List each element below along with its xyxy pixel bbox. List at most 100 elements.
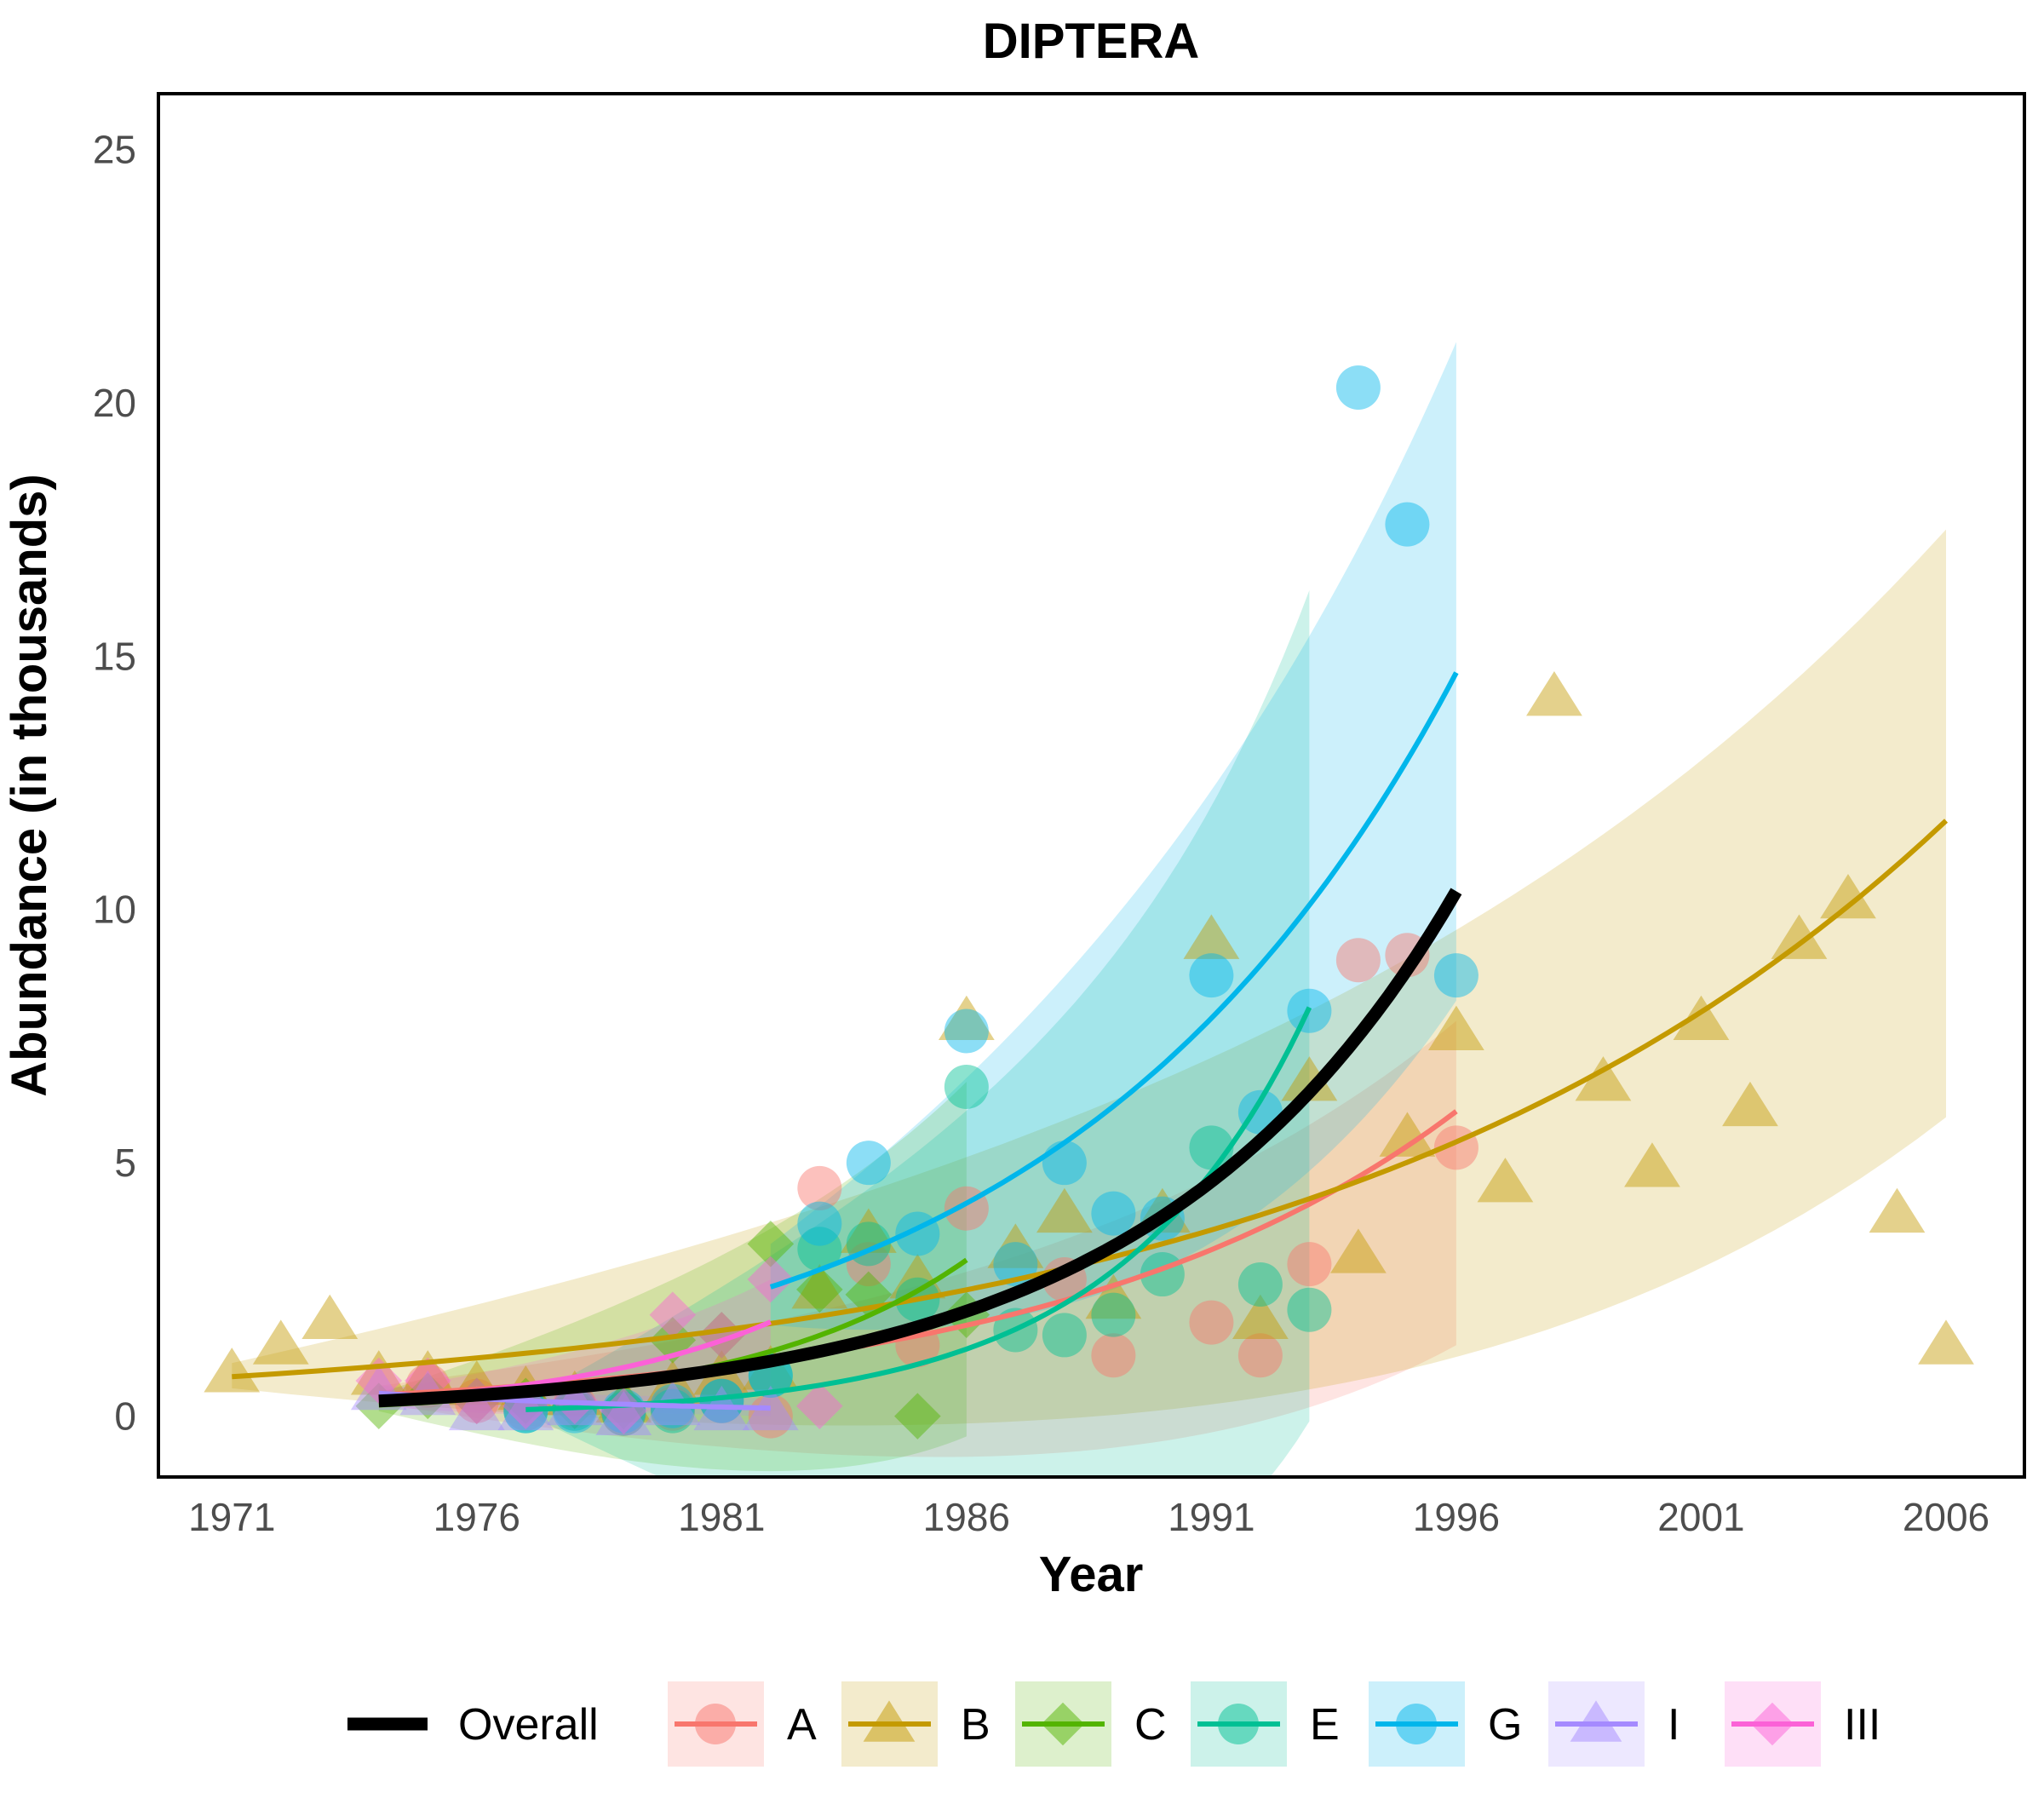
x-tick-label: 1976	[433, 1495, 520, 1539]
point-a-1993	[1287, 1242, 1332, 1287]
legend-key-marker-c	[1041, 1702, 1085, 1746]
point-b-1986	[938, 995, 995, 1041]
band-b	[232, 529, 1946, 1426]
point-iii-1982	[747, 1256, 795, 1303]
point-b-2003	[1771, 914, 1828, 959]
y-axis-ticks: 0 5 10 15 20 25	[93, 127, 136, 1438]
point-e-1992	[1237, 1261, 1283, 1307]
y-tick-label: 0	[114, 1394, 136, 1439]
point-c-1982	[747, 1221, 795, 1267]
point-i-1979	[595, 1390, 652, 1436]
point-b-1991	[1183, 914, 1240, 959]
point-b-1974	[350, 1350, 407, 1395]
point-b-1985	[889, 1254, 946, 1299]
point-b-1987	[987, 1223, 1044, 1268]
legend-key-marker-g	[1396, 1704, 1437, 1744]
point-a-1981	[699, 1378, 744, 1423]
point-b-1993	[1281, 1056, 1338, 1101]
point-g-1986	[944, 1009, 989, 1054]
legend-label-iii: III	[1844, 1700, 1880, 1750]
x-axis-title: Year	[1039, 1547, 1144, 1602]
legend-key-marker-i	[1570, 1700, 1622, 1742]
band-a	[378, 1020, 1456, 1457]
legend-item-iii: III	[1725, 1681, 1880, 1767]
point-g-1995	[1385, 502, 1430, 547]
point-e-1981	[699, 1378, 744, 1423]
x-tick-label: 2001	[1657, 1495, 1744, 1539]
legend-key-marker-iii	[1750, 1702, 1794, 1746]
fit-line-overall	[378, 888, 1462, 1408]
point-a-1982	[748, 1394, 793, 1439]
point-g-1994	[1335, 365, 1381, 411]
legend-key-marker-b	[863, 1700, 916, 1742]
point-g-1989	[1091, 1191, 1136, 1236]
chart-title: DIPTERA	[983, 14, 1200, 69]
legend-key-marker-e	[1218, 1704, 1259, 1744]
point-g-1981	[699, 1378, 744, 1423]
point-b-1979	[595, 1377, 652, 1423]
point-b-1998	[1526, 670, 1582, 716]
legend-item-b: B	[841, 1681, 990, 1767]
point-c-1983	[796, 1266, 843, 1313]
point-a-1991	[1189, 1300, 1234, 1345]
point-b-2004	[1820, 873, 1876, 919]
point-iii-1980	[649, 1291, 697, 1338]
legend-label-i: I	[1668, 1700, 1679, 1750]
legend-item-c: C	[1015, 1681, 1167, 1767]
point-iii-1983	[796, 1382, 843, 1430]
band-g	[770, 342, 1456, 1330]
point-b-2001	[1673, 995, 1730, 1041]
x-tick-label: 1971	[188, 1495, 275, 1539]
point-g-1996	[1433, 953, 1478, 998]
legend-item-a: A	[668, 1681, 817, 1767]
y-axis-title: Abundance (in thousands)	[2, 474, 57, 1096]
fit-line-g	[769, 671, 1459, 1290]
x-tick-label: 2006	[1903, 1495, 1989, 1539]
y-tick-label: 20	[93, 381, 136, 425]
legend-item-e: E	[1191, 1681, 1340, 1767]
point-b-1989	[1085, 1273, 1142, 1319]
legend-label-g: G	[1488, 1700, 1522, 1750]
point-b-1992	[1232, 1294, 1289, 1340]
y-tick-label: 25	[93, 127, 136, 171]
x-axis-ticks: 1971 1976 1981 1986 1991 1996 2001 2006	[188, 1495, 1989, 1539]
point-b-1999	[1575, 1056, 1632, 1101]
point-g-1983	[797, 1201, 842, 1246]
point-e-1988	[1042, 1313, 1087, 1358]
point-g-1979	[601, 1388, 646, 1434]
x-tick-label: 1986	[923, 1495, 1010, 1539]
legend-item-i: I	[1548, 1681, 1679, 1767]
point-b-1983	[791, 1263, 848, 1309]
point-b-1988	[1036, 1187, 1093, 1233]
point-a-1980	[650, 1386, 695, 1431]
point-a-1994	[1335, 938, 1381, 983]
point-iii-1979	[600, 1388, 647, 1434]
y-tick-label: 10	[93, 888, 136, 932]
point-e-1989	[1091, 1292, 1136, 1337]
y-tick-label: 5	[114, 1141, 136, 1185]
point-b-1995	[1379, 1112, 1436, 1157]
point-b-1971	[204, 1348, 261, 1393]
plot-border	[157, 92, 2026, 1479]
x-tick-label: 1996	[1413, 1495, 1500, 1539]
point-e-1993	[1287, 1287, 1332, 1332]
x-tick-label: 1991	[1168, 1495, 1255, 1539]
point-b-1975	[399, 1350, 456, 1395]
legend-label-b: B	[961, 1700, 990, 1750]
point-b-2002	[1722, 1081, 1778, 1127]
point-a-1992	[1237, 1333, 1283, 1378]
point-b-1973	[301, 1294, 359, 1340]
point-b-1996	[1428, 1005, 1484, 1050]
point-a-1983	[797, 1165, 842, 1210]
point-b-1997	[1477, 1158, 1534, 1203]
legend-item-g: G	[1369, 1681, 1522, 1767]
data-points	[204, 365, 1974, 1440]
point-e-1986	[944, 1064, 989, 1109]
point-g-1984	[846, 1141, 891, 1186]
legend-label-e: E	[1310, 1700, 1340, 1750]
y-tick-label: 15	[93, 634, 136, 678]
legend-label-c: C	[1134, 1700, 1167, 1750]
legend-key-marker-a	[695, 1704, 736, 1744]
